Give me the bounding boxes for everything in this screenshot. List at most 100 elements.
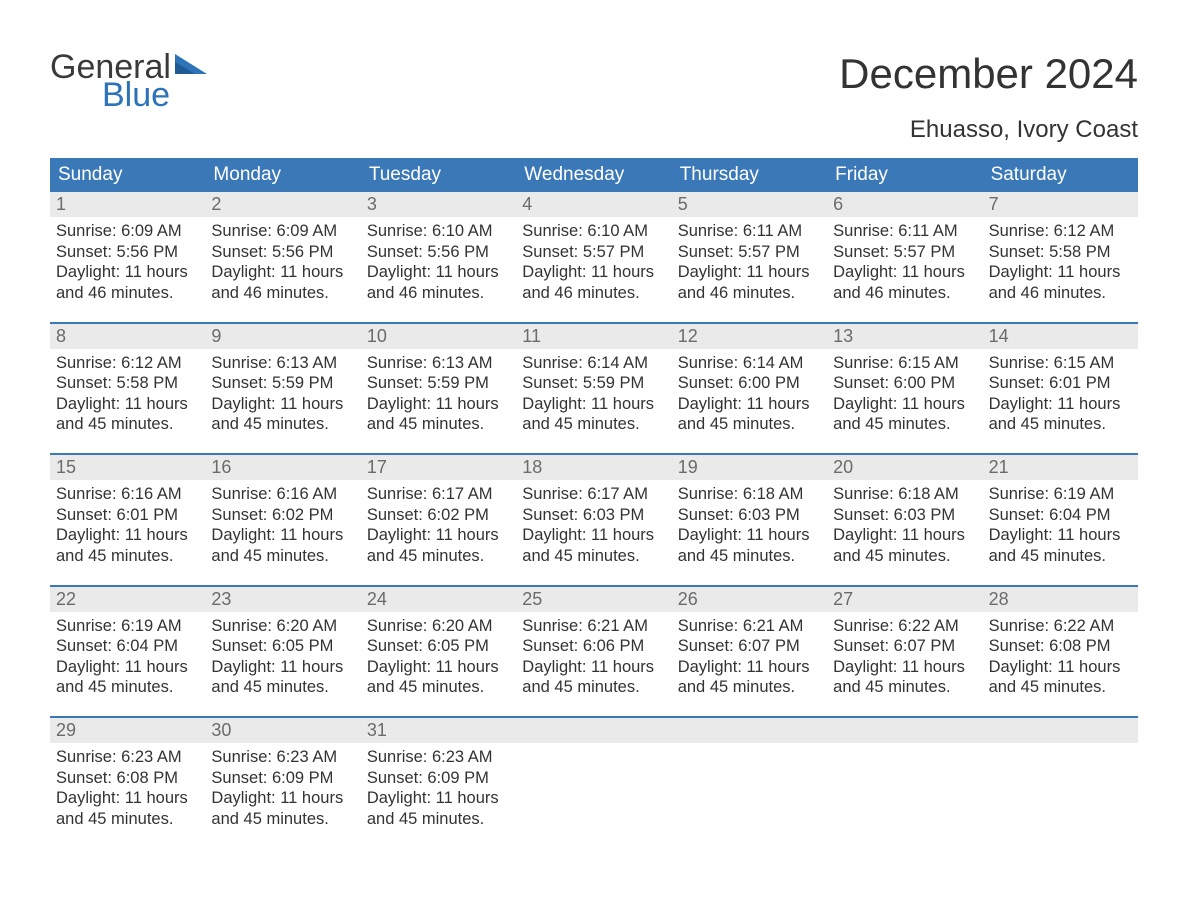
daylight-text-line2: and 45 minutes.	[833, 414, 976, 435]
day-body: Sunrise: 6:15 AMSunset: 6:00 PMDaylight:…	[827, 349, 982, 440]
daylight-text-line2: and 45 minutes.	[833, 677, 976, 698]
day-cell: 22Sunrise: 6:19 AMSunset: 6:04 PMDayligh…	[50, 587, 205, 703]
day-number: 3	[361, 192, 516, 217]
day-number: 25	[516, 587, 671, 612]
day-number: 12	[672, 324, 827, 349]
header-row: General Blue December 2024	[50, 50, 1138, 112]
day-number: 9	[205, 324, 360, 349]
weeks-container: 1Sunrise: 6:09 AMSunset: 5:56 PMDaylight…	[50, 192, 1138, 834]
sunrise-text: Sunrise: 6:15 AM	[989, 353, 1132, 374]
day-cell: 20Sunrise: 6:18 AMSunset: 6:03 PMDayligh…	[827, 455, 982, 571]
day-number: 10	[361, 324, 516, 349]
sunset-text: Sunset: 6:08 PM	[56, 768, 199, 789]
empty-day-bar	[983, 718, 1138, 743]
daylight-text-line1: Daylight: 11 hours	[678, 394, 821, 415]
sunrise-text: Sunrise: 6:09 AM	[211, 221, 354, 242]
sunset-text: Sunset: 6:07 PM	[678, 636, 821, 657]
day-cell: 14Sunrise: 6:15 AMSunset: 6:01 PMDayligh…	[983, 324, 1138, 440]
day-body: Sunrise: 6:22 AMSunset: 6:08 PMDaylight:…	[983, 612, 1138, 703]
day-cell	[672, 718, 827, 834]
day-cell: 18Sunrise: 6:17 AMSunset: 6:03 PMDayligh…	[516, 455, 671, 571]
daylight-text-line1: Daylight: 11 hours	[833, 394, 976, 415]
daylight-text-line1: Daylight: 11 hours	[522, 657, 665, 678]
sunset-text: Sunset: 6:09 PM	[367, 768, 510, 789]
sunset-text: Sunset: 5:56 PM	[367, 242, 510, 263]
day-number: 14	[983, 324, 1138, 349]
daylight-text-line2: and 46 minutes.	[367, 283, 510, 304]
day-cell: 11Sunrise: 6:14 AMSunset: 5:59 PMDayligh…	[516, 324, 671, 440]
day-body: Sunrise: 6:18 AMSunset: 6:03 PMDaylight:…	[672, 480, 827, 571]
day-number: 29	[50, 718, 205, 743]
daylight-text-line2: and 45 minutes.	[367, 414, 510, 435]
day-body: Sunrise: 6:11 AMSunset: 5:57 PMDaylight:…	[827, 217, 982, 308]
sunset-text: Sunset: 6:02 PM	[367, 505, 510, 526]
daylight-text-line1: Daylight: 11 hours	[56, 657, 199, 678]
daylight-text-line1: Daylight: 11 hours	[367, 525, 510, 546]
day-number: 19	[672, 455, 827, 480]
day-body: Sunrise: 6:21 AMSunset: 6:06 PMDaylight:…	[516, 612, 671, 703]
sunset-text: Sunset: 6:03 PM	[522, 505, 665, 526]
day-cell: 17Sunrise: 6:17 AMSunset: 6:02 PMDayligh…	[361, 455, 516, 571]
day-body: Sunrise: 6:23 AMSunset: 6:09 PMDaylight:…	[205, 743, 360, 834]
flag-icon	[175, 54, 207, 78]
weekday-sunday: Sunday	[50, 158, 205, 192]
daylight-text-line2: and 45 minutes.	[211, 809, 354, 830]
daylight-text-line2: and 46 minutes.	[211, 283, 354, 304]
daylight-text-line2: and 45 minutes.	[522, 546, 665, 567]
daylight-text-line2: and 45 minutes.	[678, 546, 821, 567]
sunset-text: Sunset: 5:59 PM	[211, 373, 354, 394]
sunset-text: Sunset: 6:01 PM	[56, 505, 199, 526]
logo-text-blue: Blue	[102, 78, 207, 112]
sunset-text: Sunset: 6:05 PM	[367, 636, 510, 657]
daylight-text-line2: and 45 minutes.	[367, 677, 510, 698]
daylight-text-line1: Daylight: 11 hours	[989, 262, 1132, 283]
day-body: Sunrise: 6:15 AMSunset: 6:01 PMDaylight:…	[983, 349, 1138, 440]
daylight-text-line1: Daylight: 11 hours	[833, 262, 976, 283]
daylight-text-line2: and 45 minutes.	[522, 414, 665, 435]
day-number: 16	[205, 455, 360, 480]
day-number: 7	[983, 192, 1138, 217]
sunrise-text: Sunrise: 6:15 AM	[833, 353, 976, 374]
day-number: 15	[50, 455, 205, 480]
day-body: Sunrise: 6:17 AMSunset: 6:02 PMDaylight:…	[361, 480, 516, 571]
day-body: Sunrise: 6:12 AMSunset: 5:58 PMDaylight:…	[50, 349, 205, 440]
week-row: 29Sunrise: 6:23 AMSunset: 6:08 PMDayligh…	[50, 716, 1138, 834]
day-number: 17	[361, 455, 516, 480]
day-number: 5	[672, 192, 827, 217]
calendar-page: General Blue December 2024 Ehuasso, Ivor…	[0, 0, 1188, 874]
empty-day-bar	[516, 718, 671, 743]
day-cell: 15Sunrise: 6:16 AMSunset: 6:01 PMDayligh…	[50, 455, 205, 571]
weekday-thursday: Thursday	[672, 158, 827, 192]
day-cell	[827, 718, 982, 834]
daylight-text-line2: and 45 minutes.	[678, 414, 821, 435]
sunrise-text: Sunrise: 6:16 AM	[56, 484, 199, 505]
day-number: 11	[516, 324, 671, 349]
sunset-text: Sunset: 6:01 PM	[989, 373, 1132, 394]
sunset-text: Sunset: 5:58 PM	[989, 242, 1132, 263]
day-cell: 12Sunrise: 6:14 AMSunset: 6:00 PMDayligh…	[672, 324, 827, 440]
daylight-text-line1: Daylight: 11 hours	[211, 657, 354, 678]
sunrise-text: Sunrise: 6:18 AM	[833, 484, 976, 505]
daylight-text-line2: and 46 minutes.	[522, 283, 665, 304]
daylight-text-line1: Daylight: 11 hours	[833, 657, 976, 678]
weekday-wednesday: Wednesday	[516, 158, 671, 192]
daylight-text-line1: Daylight: 11 hours	[522, 525, 665, 546]
daylight-text-line1: Daylight: 11 hours	[833, 525, 976, 546]
daylight-text-line2: and 45 minutes.	[678, 677, 821, 698]
sunrise-text: Sunrise: 6:23 AM	[367, 747, 510, 768]
day-body: Sunrise: 6:14 AMSunset: 6:00 PMDaylight:…	[672, 349, 827, 440]
empty-day-bar	[827, 718, 982, 743]
day-body: Sunrise: 6:17 AMSunset: 6:03 PMDaylight:…	[516, 480, 671, 571]
sunrise-text: Sunrise: 6:19 AM	[56, 616, 199, 637]
day-cell	[516, 718, 671, 834]
day-number: 6	[827, 192, 982, 217]
day-body: Sunrise: 6:21 AMSunset: 6:07 PMDaylight:…	[672, 612, 827, 703]
day-cell: 19Sunrise: 6:18 AMSunset: 6:03 PMDayligh…	[672, 455, 827, 571]
week-row: 1Sunrise: 6:09 AMSunset: 5:56 PMDaylight…	[50, 192, 1138, 308]
day-number: 4	[516, 192, 671, 217]
daylight-text-line1: Daylight: 11 hours	[211, 525, 354, 546]
day-cell: 25Sunrise: 6:21 AMSunset: 6:06 PMDayligh…	[516, 587, 671, 703]
day-number: 2	[205, 192, 360, 217]
day-cell: 31Sunrise: 6:23 AMSunset: 6:09 PMDayligh…	[361, 718, 516, 834]
day-number: 23	[205, 587, 360, 612]
